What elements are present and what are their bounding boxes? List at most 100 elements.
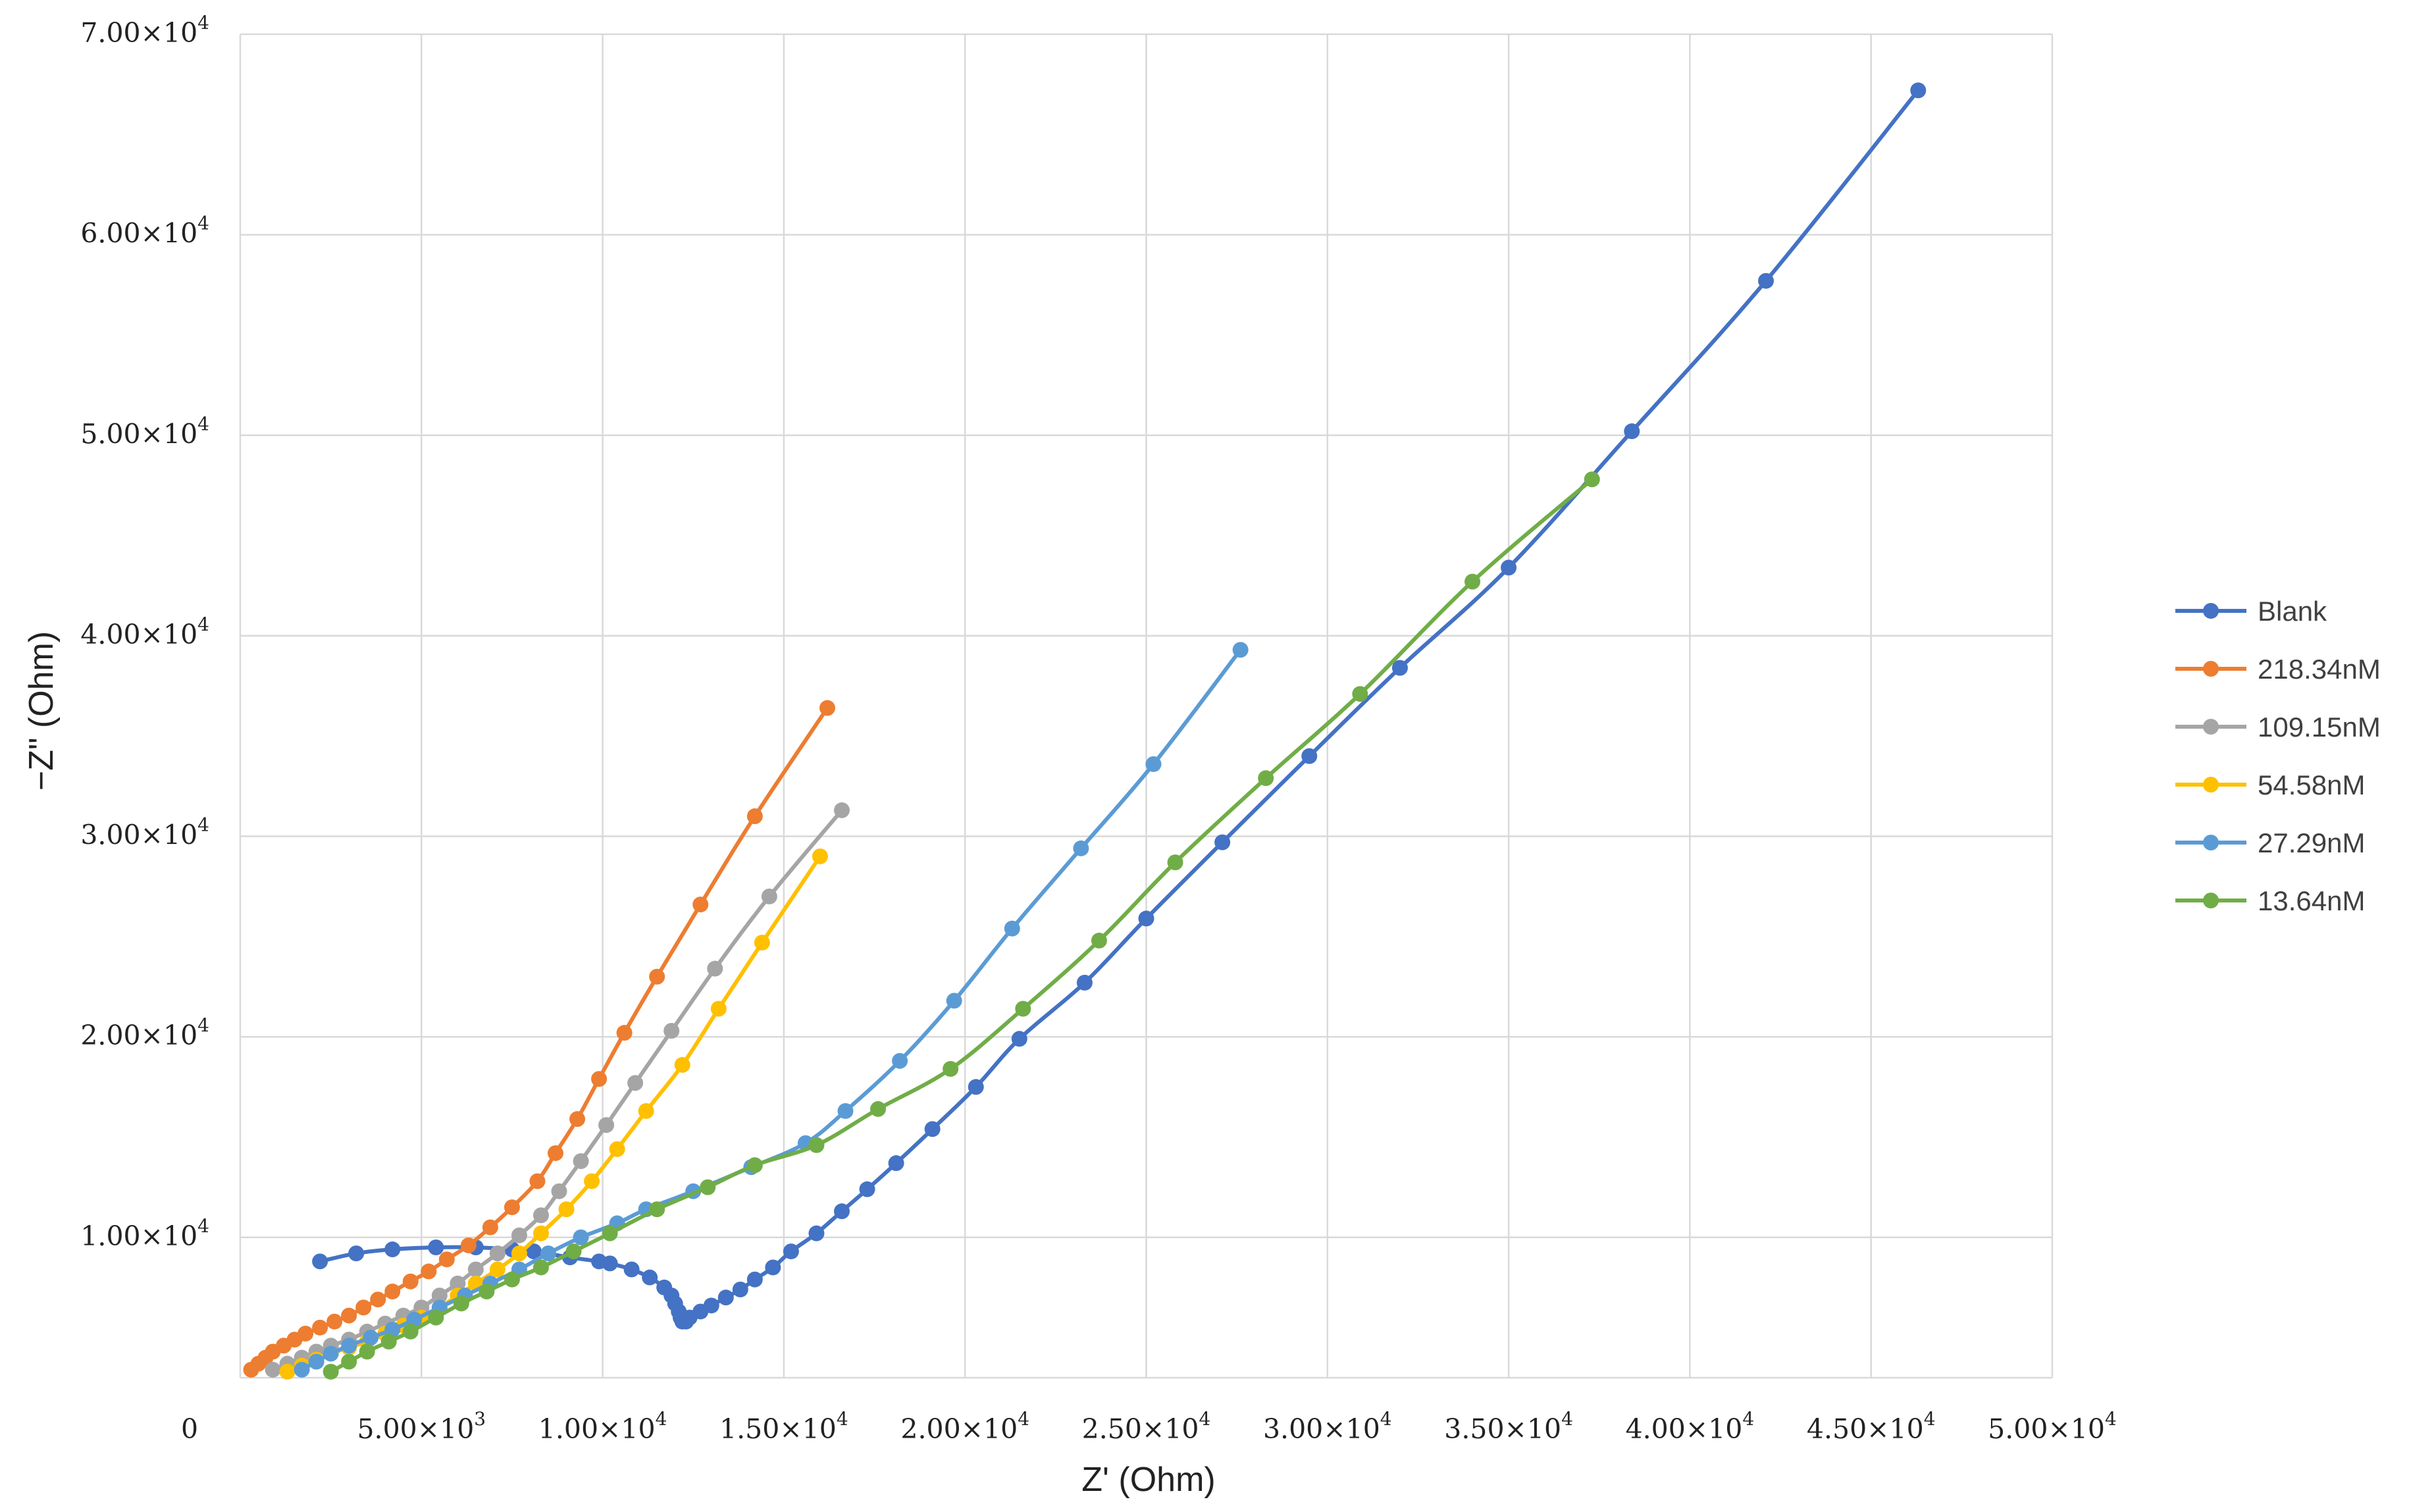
data-point (504, 1199, 520, 1216)
data-point (558, 1201, 575, 1218)
x-tick-label: 5.00×104 (1988, 1408, 2117, 1445)
legend-marker (2203, 661, 2219, 677)
legend-item-54-58nm: 54.58nM (2175, 769, 2365, 800)
data-point (341, 1307, 357, 1324)
data-point (323, 1363, 339, 1380)
data-point (765, 1259, 781, 1276)
data-point (1258, 770, 1274, 787)
x-tick-label: 4.00×104 (1626, 1408, 1755, 1445)
data-point (674, 1056, 690, 1073)
data-point (746, 808, 763, 825)
legend-marker (2203, 893, 2219, 908)
data-point (710, 1001, 727, 1017)
grid (239, 33, 2054, 1379)
data-point (1015, 1001, 1031, 1017)
data-point (946, 993, 962, 1009)
data-point (808, 1137, 825, 1153)
data-point (859, 1181, 875, 1197)
data-point (627, 1075, 644, 1091)
data-point (808, 1225, 825, 1241)
data-point (602, 1255, 618, 1272)
data-point (717, 1290, 734, 1306)
data-point (384, 1241, 401, 1258)
data-point (591, 1071, 608, 1087)
x-tick-label: 1.50×104 (719, 1408, 848, 1445)
data-point (359, 1343, 375, 1360)
data-point (384, 1284, 401, 1300)
data-point (402, 1323, 419, 1340)
data-point (1138, 910, 1154, 927)
legend-label: 109.15nM (2258, 712, 2381, 743)
data-point (312, 1253, 328, 1270)
data-point (341, 1338, 357, 1354)
data-point (642, 1269, 658, 1286)
data-point (638, 1103, 654, 1119)
data-point (888, 1155, 904, 1172)
data-point (312, 1319, 328, 1336)
data-point (761, 888, 777, 904)
data-point (532, 1207, 549, 1224)
legend-label: 13.64nM (2258, 885, 2365, 916)
data-point (406, 1311, 423, 1328)
x-axis-title: Z' (Ohm) (1081, 1461, 1215, 1499)
data-point (265, 1361, 281, 1378)
data-point (511, 1245, 527, 1262)
legend-item-13-64nm: 13.64nM (2175, 885, 2365, 916)
data-point (1352, 686, 1368, 702)
data-point (623, 1261, 640, 1278)
data-point (783, 1243, 799, 1260)
data-point (384, 1321, 401, 1338)
data-point (323, 1345, 339, 1362)
data-point (707, 960, 723, 977)
x-tick-label: 3.00×104 (1263, 1408, 1392, 1445)
data-point (450, 1275, 466, 1291)
data-point (598, 1117, 615, 1134)
series-13-64nm (323, 471, 1600, 1380)
x-tick-label: 2.50×104 (1082, 1408, 1211, 1445)
y-tick-label: 7.00×104 (80, 12, 209, 49)
data-point (529, 1173, 546, 1189)
data-point (363, 1330, 379, 1346)
data-point (968, 1079, 984, 1095)
y-tick-label: 2.00×104 (80, 1014, 209, 1051)
data-point (428, 1239, 444, 1255)
legend-marker (2203, 719, 2219, 735)
data-point (551, 1183, 567, 1199)
data-point (649, 968, 665, 985)
series-218-34nm (243, 700, 835, 1378)
data-point (1214, 834, 1231, 850)
x-tick-label: 4.50×104 (1807, 1408, 1936, 1445)
data-point (1391, 660, 1408, 676)
data-point (511, 1227, 527, 1243)
data-point (943, 1060, 959, 1077)
legend-item-blank: Blank (2175, 596, 2327, 627)
data-point (700, 1179, 716, 1195)
data-point (892, 1053, 908, 1069)
legend-marker (2203, 777, 2219, 793)
data-point (525, 1243, 542, 1260)
data-point (308, 1353, 324, 1370)
data-point (438, 1251, 455, 1268)
data-point (565, 1243, 582, 1260)
data-point (504, 1271, 520, 1288)
data-point (649, 1201, 665, 1218)
y-tick-label: 5.00×104 (80, 413, 209, 450)
data-point (569, 1111, 586, 1128)
data-point (1758, 273, 1774, 289)
data-point (754, 934, 770, 951)
data-point (467, 1261, 484, 1278)
data-point (355, 1299, 372, 1316)
data-point (833, 802, 850, 818)
data-point (1584, 471, 1600, 488)
data-point (1145, 756, 1162, 772)
data-point (573, 1153, 589, 1170)
data-point (348, 1245, 365, 1262)
data-point (532, 1225, 549, 1241)
data-point (663, 1022, 680, 1039)
legend-item-218-34nm: 218.34nM (2175, 654, 2381, 685)
data-point (453, 1295, 469, 1312)
y-tick-label: 6.00×104 (80, 213, 209, 249)
data-point (1624, 423, 1640, 440)
data-point (1910, 82, 1927, 99)
